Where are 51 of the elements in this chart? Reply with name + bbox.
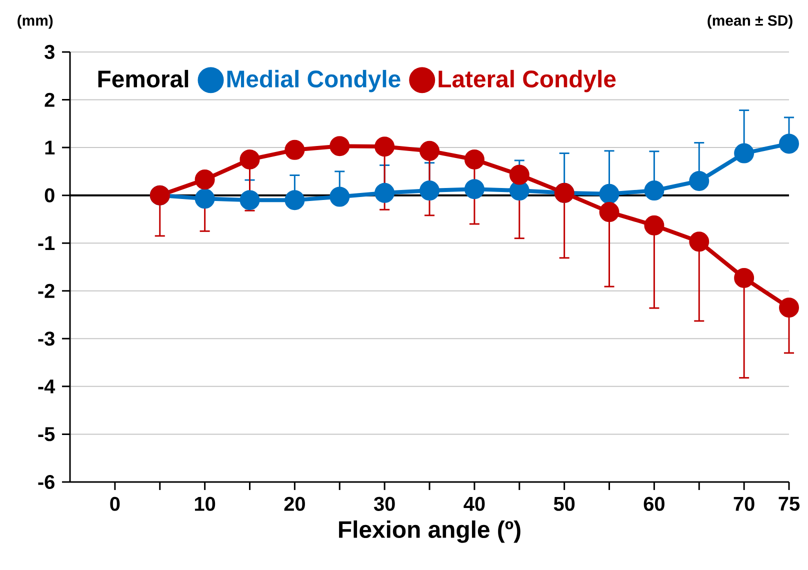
point bbox=[464, 179, 484, 200]
text: (mm) bbox=[18, 14, 53, 29]
point bbox=[330, 136, 350, 156]
y-tick-label: -3 bbox=[38, 332, 54, 346]
y-tick-label: -2 bbox=[38, 284, 54, 298]
point bbox=[734, 143, 754, 164]
point bbox=[689, 170, 710, 191]
point bbox=[284, 190, 305, 210]
y-tick-label: 0 bbox=[44, 188, 54, 202]
legend-label: Medial Condyle bbox=[227, 70, 400, 92]
point bbox=[509, 164, 530, 185]
point bbox=[644, 180, 664, 201]
text: (mean ± SD) bbox=[708, 14, 792, 29]
point bbox=[464, 149, 484, 170]
y-tick-label: -4 bbox=[38, 380, 56, 394]
point bbox=[240, 190, 260, 210]
x-tick-label: 30 bbox=[374, 496, 395, 511]
x-tick-label: 0 bbox=[110, 496, 120, 511]
x-tick-label: 10 bbox=[194, 496, 216, 511]
point bbox=[374, 136, 395, 157]
point bbox=[240, 149, 260, 170]
point bbox=[734, 268, 754, 288]
y-tick-label: 1 bbox=[45, 140, 55, 154]
x-tick-label: 40 bbox=[464, 496, 485, 511]
point bbox=[509, 180, 530, 201]
point bbox=[644, 215, 664, 236]
point bbox=[284, 140, 305, 160]
point bbox=[420, 140, 440, 161]
legend-title: Femoral bbox=[98, 70, 188, 88]
point bbox=[374, 182, 395, 203]
point bbox=[689, 232, 710, 252]
x-tick-label: 50 bbox=[554, 496, 575, 511]
point bbox=[330, 186, 350, 207]
point bbox=[779, 134, 800, 154]
point bbox=[599, 184, 620, 204]
point bbox=[599, 202, 620, 222]
y-tick-label: -6 bbox=[38, 474, 54, 490]
x-axis-title: Flexion angle (º) bbox=[339, 520, 520, 543]
x-tick-label: 70 bbox=[734, 496, 754, 511]
x-tick-label: 60 bbox=[644, 496, 664, 511]
point bbox=[194, 188, 215, 209]
y-tick-label: 2 bbox=[44, 92, 54, 107]
point bbox=[194, 170, 215, 190]
y-tick-label: -1 bbox=[38, 236, 55, 250]
y-tick-label: -5 bbox=[38, 427, 55, 442]
x-tick-label: 75 bbox=[778, 496, 800, 511]
y-tick-label: 3 bbox=[44, 44, 54, 60]
point bbox=[420, 180, 440, 201]
point bbox=[779, 298, 800, 318]
legend-label: Lateral Condyle bbox=[438, 70, 616, 92]
x-tick-label: 20 bbox=[284, 496, 305, 511]
